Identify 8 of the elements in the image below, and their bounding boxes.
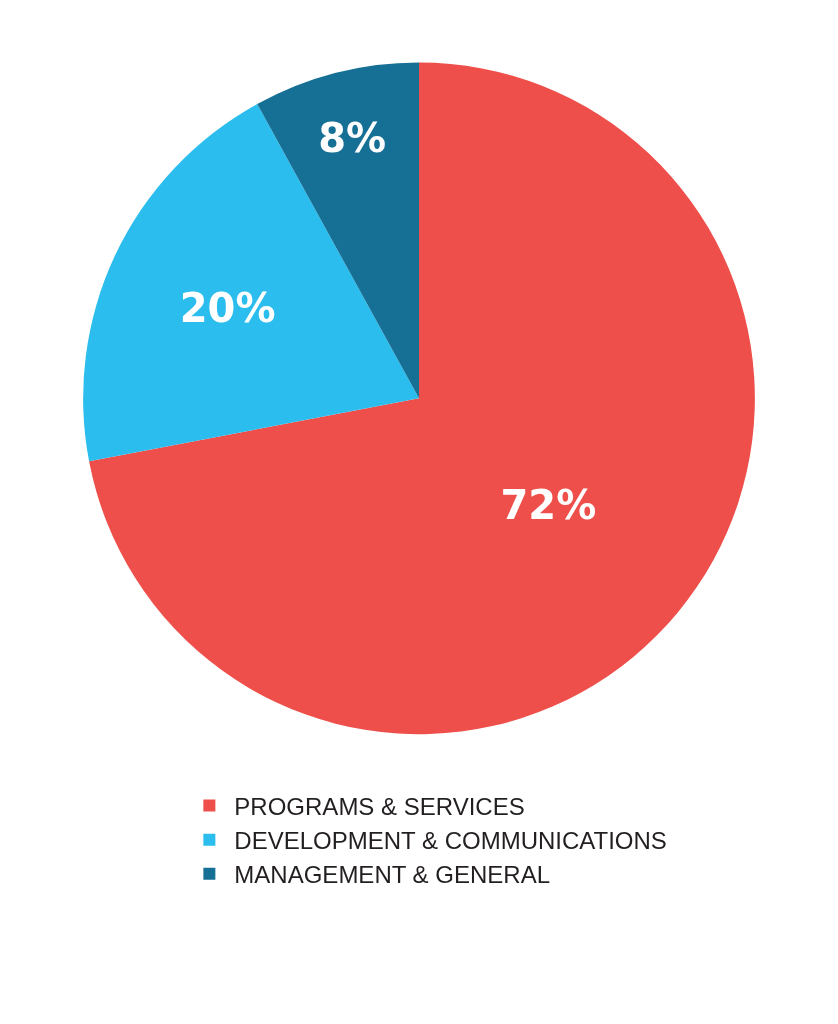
data-label: 20% [179, 285, 276, 332]
pie-slice [83, 104, 419, 462]
data-label: 72% [500, 482, 597, 529]
legend-label: DEVELOPMENT & COMMUNICATIONS [234, 827, 667, 855]
legend-label: PROGRAMS & SERVICES [234, 792, 525, 820]
data-label: 8% [318, 114, 387, 161]
legend-label: MANAGEMENT & GENERAL [234, 861, 550, 889]
pie-slice [89, 62, 755, 734]
